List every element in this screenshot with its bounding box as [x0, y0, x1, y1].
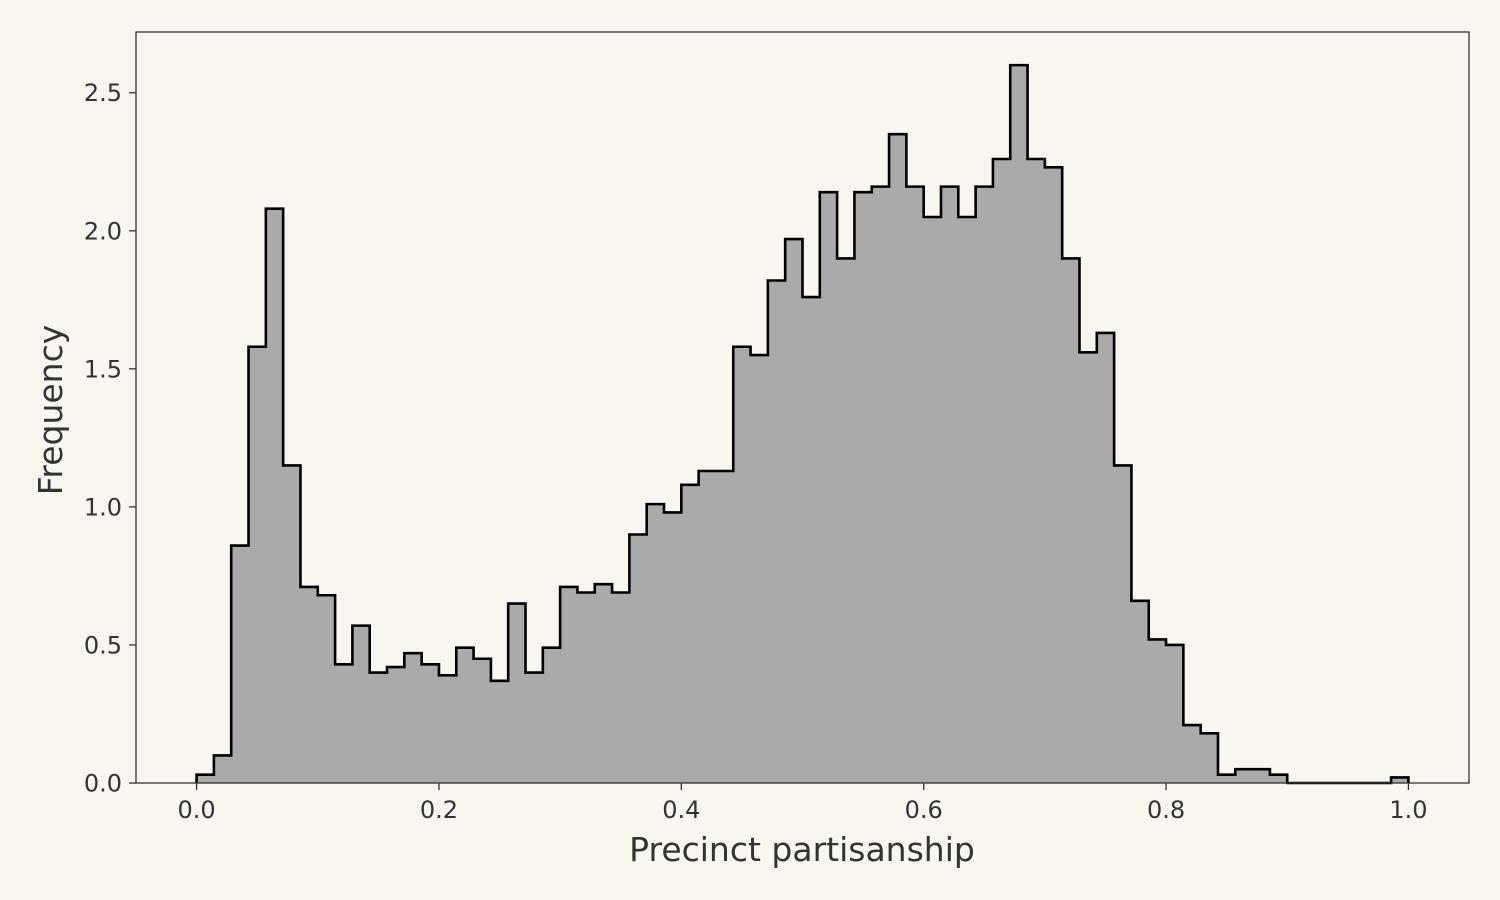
histogram-bar	[940, 186, 959, 783]
x-tick-label: 0.2	[420, 796, 458, 824]
histogram-bar	[1252, 769, 1271, 783]
x-axis-label: Precinct partisanship	[629, 830, 975, 869]
histogram-bar	[248, 346, 267, 783]
histogram-bar	[975, 186, 994, 783]
histogram-bar	[785, 239, 804, 783]
histogram-bar	[577, 592, 596, 783]
histogram-bar	[231, 545, 250, 783]
y-tick-label: 2.0	[84, 217, 122, 245]
histogram-bar	[196, 774, 215, 783]
y-tick-label: 0.5	[84, 631, 122, 659]
histogram-bar	[837, 258, 856, 783]
histogram-bar	[750, 355, 769, 783]
histogram-bar	[992, 159, 1011, 784]
histogram-bar	[906, 186, 925, 783]
histogram-bar	[508, 603, 527, 783]
histogram-bar	[819, 192, 838, 783]
y-axis-ticks: 0.0 0.5 1.0 1.5 2.0 2.5	[84, 79, 136, 798]
x-axis-ticks: 0.0 0.2 0.4 0.6 0.8 1.0	[178, 783, 1427, 824]
histogram-bar	[352, 625, 371, 783]
x-tick-label: 1.0	[1389, 796, 1427, 824]
histogram-bar	[213, 755, 232, 783]
y-tick-label: 1.0	[84, 493, 122, 521]
histogram-bar	[715, 471, 734, 783]
histogram-bar	[646, 504, 665, 783]
histogram-bar	[612, 592, 630, 783]
histogram-bar	[733, 346, 752, 783]
histogram-bar	[1096, 332, 1115, 783]
histogram-bar	[698, 471, 717, 783]
histogram-bar	[1217, 774, 1236, 783]
axes-frame	[135, 31, 1470, 784]
histogram-bar	[594, 584, 613, 783]
histogram-bar	[1027, 159, 1046, 784]
histogram-bar	[1200, 733, 1219, 783]
histogram-bar	[923, 216, 942, 784]
histogram-bar	[1148, 639, 1167, 783]
histogram-bar	[421, 664, 440, 783]
histogram-bar	[560, 586, 579, 783]
histogram-bar	[387, 667, 405, 783]
x-tick-label: 0.0	[178, 796, 216, 824]
histogram-bar	[854, 192, 873, 783]
histogram-bars	[196, 65, 1410, 784]
histogram-bar	[1183, 725, 1202, 783]
histogram-bar	[525, 672, 544, 783]
histogram-bar	[1166, 644, 1184, 783]
histogram-bar	[335, 664, 353, 783]
histogram-bar	[681, 484, 700, 783]
histogram-bar	[802, 297, 821, 783]
histogram-bar	[1114, 465, 1133, 783]
histogram-bar	[629, 534, 648, 783]
histogram-bar	[1044, 167, 1063, 784]
histogram-bar	[438, 675, 457, 783]
histogram-bar	[1131, 600, 1150, 783]
y-axis-label: Frequency	[31, 325, 70, 495]
histogram-bar	[1062, 258, 1081, 783]
histogram-bar	[664, 512, 682, 783]
x-tick-label: 0.6	[905, 796, 943, 824]
histogram-bar	[889, 134, 907, 783]
histogram-bar	[283, 465, 302, 783]
histogram-bar	[300, 586, 319, 783]
histogram-bar	[265, 208, 284, 784]
x-tick-label: 0.8	[1147, 796, 1185, 824]
histogram-bar	[1079, 352, 1098, 783]
histogram-bar	[767, 280, 786, 783]
histogram-bar	[1269, 774, 1288, 783]
y-tick-label: 1.5	[84, 355, 122, 383]
histogram-bar	[871, 186, 890, 783]
histogram-bar	[490, 680, 509, 783]
histogram-bar	[1391, 777, 1410, 783]
histogram-bar	[317, 595, 336, 783]
histogram-bar	[1010, 65, 1029, 784]
histogram-bar	[473, 658, 492, 783]
histogram-outline	[195, 63, 1410, 785]
y-tick-label: 0.0	[84, 770, 122, 798]
x-tick-label: 0.4	[662, 796, 700, 824]
histogram-bar	[369, 672, 388, 783]
histogram-bar	[456, 647, 475, 783]
histogram-bar	[542, 647, 561, 783]
histogram-bar	[1235, 769, 1254, 783]
y-tick-label: 2.5	[84, 79, 122, 107]
histogram-bar	[958, 216, 977, 784]
histogram-bar	[404, 653, 423, 783]
